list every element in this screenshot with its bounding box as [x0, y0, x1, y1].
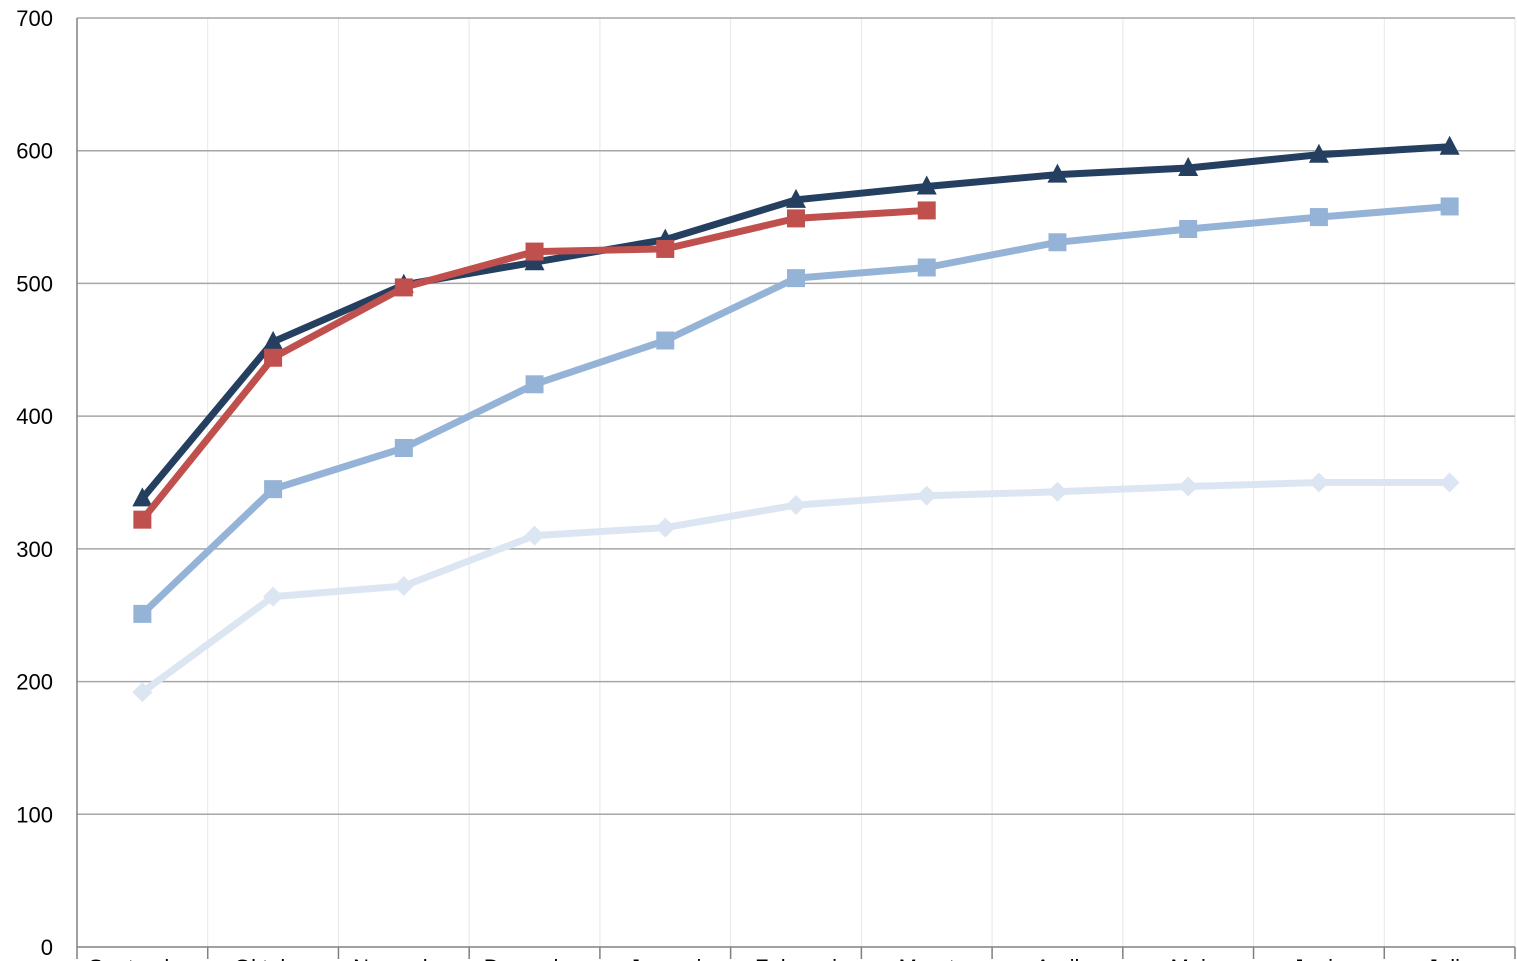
x-tick-label: April: [1035, 955, 1079, 961]
data-point: [133, 510, 152, 529]
data-point: [1440, 197, 1459, 216]
y-tick-label: 0: [41, 935, 53, 960]
data-point: [132, 682, 153, 703]
data-point: [263, 586, 284, 607]
x-tick-label: Junie: [1293, 955, 1346, 961]
data-point: [133, 604, 152, 623]
data-point: [787, 209, 805, 228]
x-tick-label: November: [353, 955, 454, 961]
data-point: [786, 495, 806, 516]
data-point: [264, 480, 283, 499]
data-point: [786, 188, 806, 208]
data-point: [263, 330, 284, 350]
data-point: [524, 525, 545, 546]
x-tick-label: Januari: [629, 955, 701, 961]
series-1: [132, 472, 1460, 703]
data-point: [656, 331, 675, 350]
y-tick-label: 700: [16, 6, 53, 31]
y-tick-label: 400: [16, 404, 53, 429]
data-point: [1308, 143, 1329, 163]
y-tick-label: 100: [16, 802, 53, 827]
y-tick-label: 600: [16, 139, 53, 164]
data-point: [1178, 156, 1199, 176]
data-point: [1439, 135, 1460, 155]
data-point: [1048, 233, 1067, 252]
x-tick-label: Oktober: [234, 955, 312, 961]
x-tick-label: Julie: [1427, 955, 1472, 961]
data-point: [917, 201, 936, 220]
series-2: [133, 197, 1459, 623]
y-tick-label: 500: [16, 271, 53, 296]
x-axis-tick-labels: September Oktober November Desember Januari F…: [89, 955, 1473, 961]
data-point: [1047, 163, 1068, 183]
data-point: [525, 242, 544, 261]
data-point: [1309, 208, 1328, 227]
axes: [76, 18, 1516, 959]
series-4: [133, 201, 936, 529]
data-point: [524, 251, 545, 271]
data-point: [916, 485, 937, 506]
data-point: [1308, 472, 1329, 493]
data-point: [1178, 476, 1199, 497]
x-tick-label: Mei: [1170, 955, 1205, 961]
data-point: [525, 375, 544, 394]
data-point: [917, 258, 936, 277]
data-point: [1439, 472, 1460, 493]
x-tick-label: Desember: [484, 955, 585, 961]
data-point: [393, 576, 414, 597]
x-tick-label: September: [89, 955, 197, 961]
data-point: [787, 269, 805, 288]
data-point: [394, 278, 413, 297]
horizontal-gridlines: [77, 17, 1515, 816]
data-point: [1047, 481, 1068, 502]
series-group: [132, 135, 1460, 703]
data-point: [916, 175, 937, 195]
series-3: [132, 135, 1460, 507]
data-point: [394, 438, 413, 457]
data-point: [1179, 220, 1198, 239]
data-point: [264, 348, 283, 367]
y-tick-label: 300: [16, 537, 53, 562]
data-point: [132, 487, 153, 507]
y-axis-tick-labels: 0 100 200 300 400 500 600 700: [16, 6, 53, 960]
y-tick-label: 200: [16, 670, 53, 695]
x-tick-label: Maart: [899, 955, 955, 961]
data-point: [655, 517, 676, 538]
data-point: [656, 239, 675, 258]
x-tick-label: Februari: [755, 955, 837, 961]
